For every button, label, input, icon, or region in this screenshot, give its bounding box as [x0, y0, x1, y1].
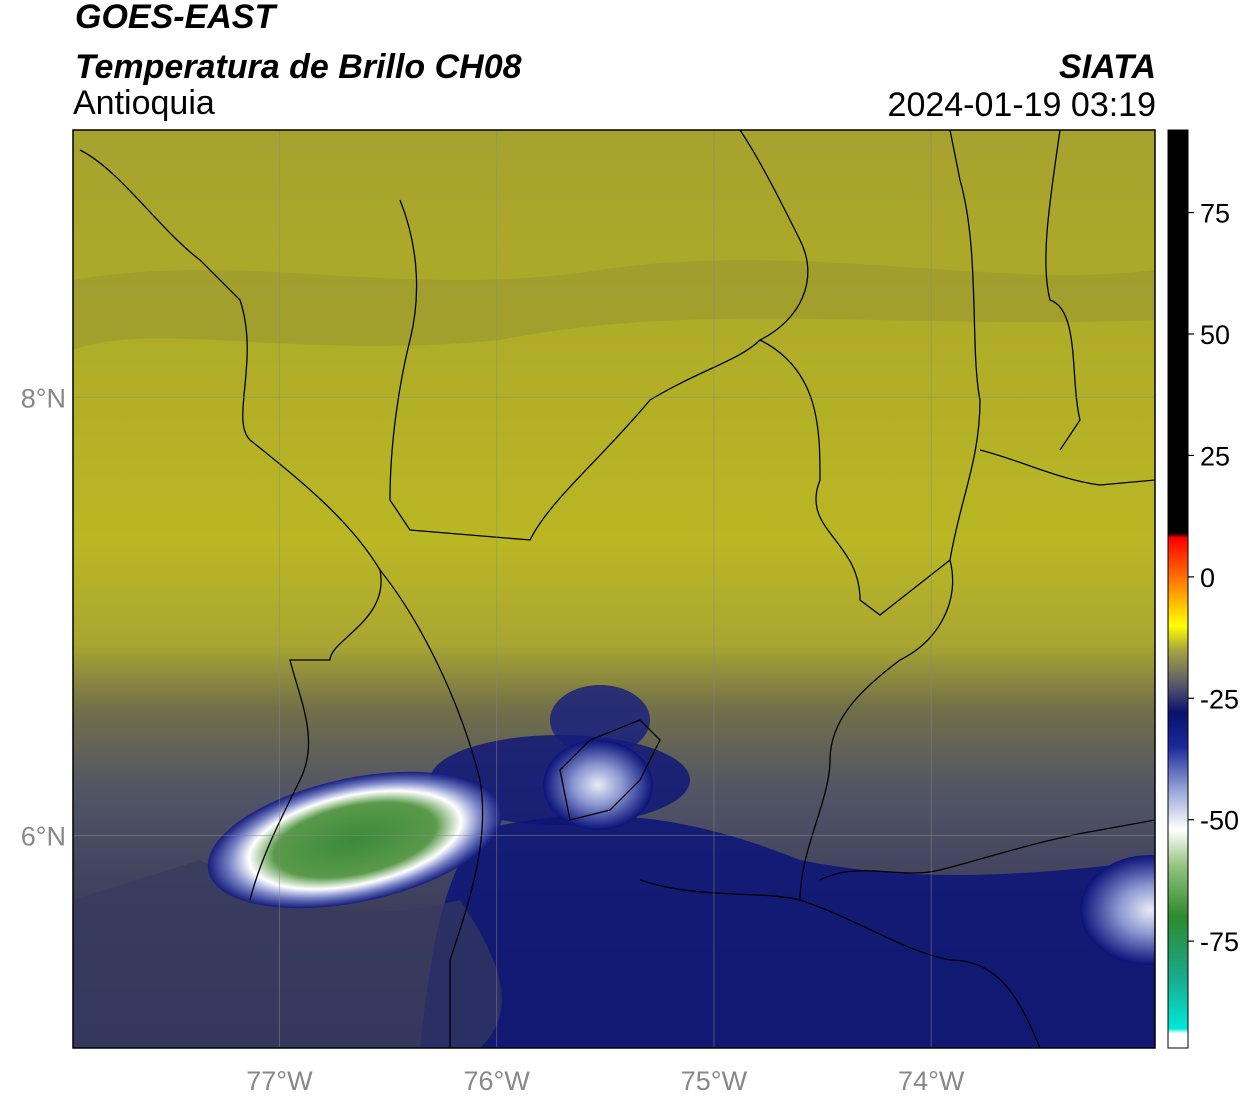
colorbar	[1167, 129, 1189, 1049]
x-tick-label: 77°W	[246, 1066, 313, 1096]
datetime: 2024-01-19 03:19	[888, 86, 1156, 124]
gridlines	[73, 130, 1155, 1048]
map-field	[73, 130, 1155, 1048]
x-tick-label: 74°W	[898, 1066, 965, 1096]
region: Antioquia	[73, 84, 215, 122]
subtitle: Temperatura de Brillo CH08	[75, 48, 522, 86]
colorbar-tick-label: 50	[1200, 320, 1230, 350]
x-tick-label: 75°W	[681, 1066, 748, 1096]
source: SIATA	[1059, 48, 1156, 86]
map-frame	[72, 129, 1156, 1049]
colorbar-tick-label: -50	[1200, 806, 1239, 836]
colorbar-tick-label: 25	[1200, 441, 1230, 471]
y-tick-label: 6°N	[21, 821, 66, 851]
y-tick-label: 8°N	[21, 383, 66, 413]
x-tick-label: 76°W	[464, 1066, 531, 1096]
colorbar-tick-label: -75	[1200, 927, 1239, 957]
colorbar-tick-label: -25	[1200, 684, 1239, 714]
title: GOES-EAST	[75, 0, 278, 36]
colorbar-tick-label: 0	[1200, 563, 1215, 593]
colorbar-tick-label: 75	[1200, 199, 1230, 229]
